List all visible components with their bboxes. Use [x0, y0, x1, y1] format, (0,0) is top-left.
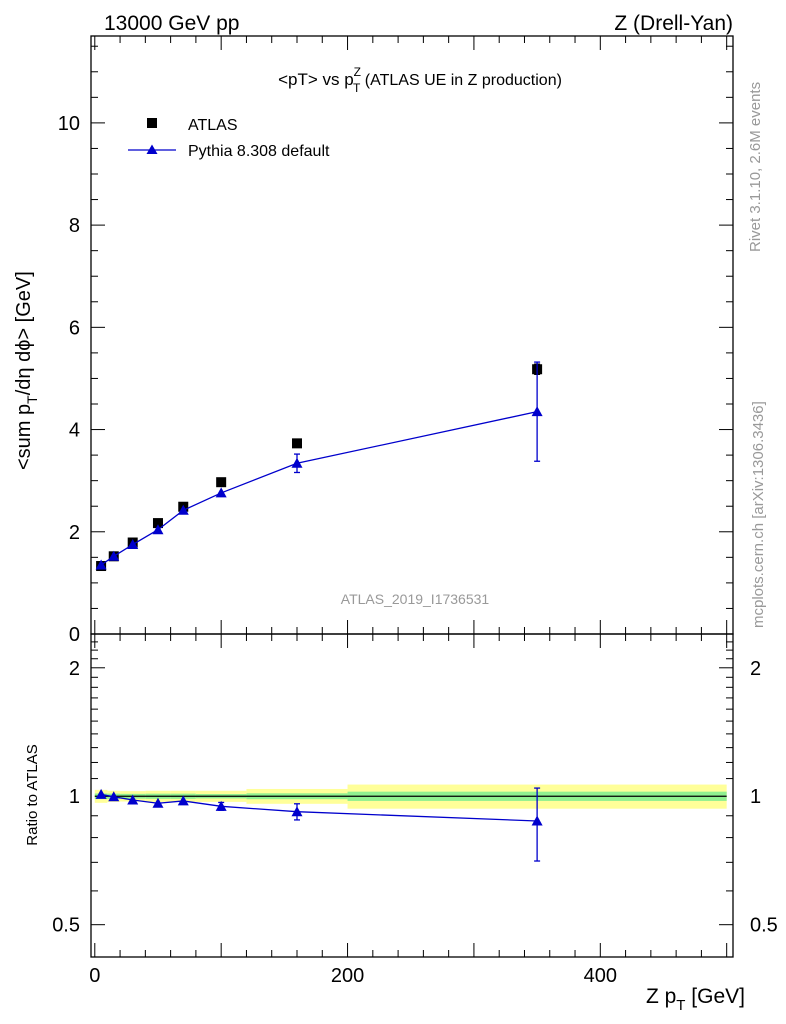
ratio-y-tick-label: 0.5 — [52, 915, 80, 937]
analysis-watermark: ATLAS_2019_I1736531 — [341, 591, 490, 607]
ratio-plot-frame — [90, 633, 734, 958]
main-y-tick-label: 10 — [58, 113, 80, 135]
legend-pythia-label: Pythia 8.308 default — [188, 143, 330, 160]
main-pythia-point — [531, 406, 543, 417]
legend-atlas-marker — [147, 118, 157, 128]
main-y-tick-label: 4 — [69, 420, 80, 442]
main-pythia-point — [291, 457, 303, 468]
main-atlas-point — [291, 438, 302, 449]
main-pythia-point — [177, 504, 189, 515]
main-y-tick-label: 0 — [69, 624, 80, 646]
main-title: <pT> vs pZ T (ATLAS UE in Z production) — [278, 65, 562, 95]
x-tick-label: 400 — [584, 965, 617, 987]
main-y-label: <sum pT/dη dϕ> [GeV] — [13, 271, 40, 470]
ratio-y-tick-label-right: 0.5 — [750, 915, 778, 937]
main-atlas-point — [216, 477, 227, 488]
main-pythia-point — [215, 487, 227, 498]
ratio-pythia-point — [108, 791, 120, 802]
data-points — [95, 361, 543, 862]
mcplots-label: mcplots.cern.ch [arXiv:1306.3436] — [750, 401, 767, 628]
main-y-tick-label: 2 — [69, 522, 80, 544]
axes: 0 200 400 0 2 4 6 8 10 0.5 0.5 1 1 2 2 — [52, 35, 778, 987]
main-pythia-point — [127, 539, 139, 550]
ratio-pythia-point — [152, 797, 164, 808]
ratio-pythia-point — [531, 815, 543, 826]
x-tick-label: 0 — [89, 965, 100, 987]
legend-pythia-marker — [146, 144, 158, 154]
ratio-y-label: Ratio to ATLAS — [24, 744, 41, 845]
main-atlas-point — [152, 518, 163, 529]
ratio-pythia-point — [177, 795, 189, 806]
main-pythia-point — [95, 559, 107, 570]
main-y-tick-label: 8 — [69, 215, 80, 237]
legend: ATLAS Pythia 8.308 default — [128, 117, 330, 160]
rivet-label: Rivet 3.1.10, 2.6M events — [747, 82, 764, 252]
ratio-y-tick-label: 2 — [69, 658, 80, 680]
ratio-pythia-point — [127, 794, 139, 805]
main-pythia-point — [108, 550, 120, 561]
main-pythia-point — [152, 524, 164, 535]
header-left: 13000 GeV pp — [104, 12, 239, 35]
ratio-uncertainty-bands — [94, 784, 727, 809]
ratio-y-tick-label-right: 1 — [750, 786, 761, 808]
legend-atlas-label: ATLAS — [188, 117, 238, 134]
header-right: Z (Drell-Yan) — [614, 12, 733, 35]
ratio-y-tick-label: 1 — [69, 786, 80, 808]
ratio-y-tick-label-right: 2 — [750, 658, 761, 680]
main-series-line — [100, 411, 538, 566]
ratio-pythia-point — [215, 800, 227, 811]
ratio-pythia-point — [95, 788, 107, 799]
main-y-tick-label: 6 — [69, 317, 80, 339]
x-axis-label: Z pT [GeV] — [646, 985, 745, 1014]
ratio-pythia-point — [291, 806, 303, 817]
x-tick-label: 200 — [331, 965, 364, 987]
